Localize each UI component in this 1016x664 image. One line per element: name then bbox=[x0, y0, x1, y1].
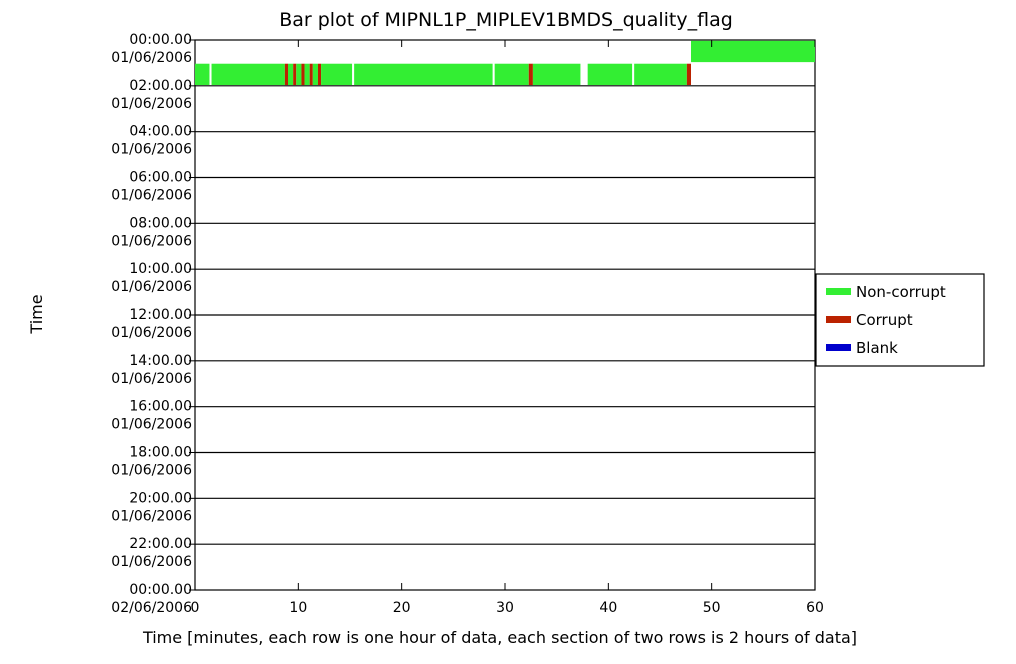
y-tick-date: 01/06/2006 bbox=[111, 325, 192, 341]
legend-swatch bbox=[826, 288, 851, 295]
bar-segment bbox=[195, 63, 210, 86]
chart-title: Bar plot of MIPNL1P_MIPLEV1BMDS_quality_… bbox=[279, 9, 733, 31]
bar-segment bbox=[321, 63, 353, 86]
y-tick-time: 08:00.00 bbox=[129, 215, 192, 231]
bar-segment bbox=[587, 63, 633, 86]
bar-segment bbox=[317, 63, 322, 86]
legend-label: Corrupt bbox=[856, 311, 913, 329]
y-tick-time: 14:00.00 bbox=[129, 353, 192, 369]
bar-segment bbox=[296, 63, 302, 86]
y-tick-date: 01/06/2006 bbox=[111, 233, 192, 249]
bar-segment bbox=[288, 63, 294, 86]
y-tick-date: 01/06/2006 bbox=[111, 50, 192, 66]
y-tick-date: 01/06/2006 bbox=[111, 371, 192, 387]
x-tick-label: 30 bbox=[496, 600, 514, 616]
y-tick-date: 01/06/2006 bbox=[111, 463, 192, 479]
bar-segment bbox=[686, 63, 691, 86]
bar-segment bbox=[634, 63, 687, 86]
bar-segment bbox=[691, 40, 815, 63]
y-axis-ticks: 00:00.00 01/06/2006 02:00.00 01/06/2006 04:0… bbox=[111, 32, 195, 616]
y-tick-date: 01/06/2006 bbox=[111, 96, 192, 112]
y-tick-time: 12:00.00 bbox=[129, 307, 192, 323]
legend-label: Blank bbox=[856, 339, 898, 357]
bar-segment bbox=[532, 63, 581, 86]
legend-label: Non-corrupt bbox=[856, 283, 946, 301]
y-tick-time: 22:00.00 bbox=[129, 536, 192, 552]
bar-segment bbox=[293, 63, 297, 86]
plot-area bbox=[194, 39, 816, 591]
x-axis-ticks: 0 10 20 30 40 50 60 bbox=[191, 40, 824, 616]
y-tick-time: 20:00.00 bbox=[129, 490, 192, 506]
bar-segment bbox=[304, 63, 310, 86]
y-tick-time: 04:00.00 bbox=[129, 124, 192, 140]
legend-swatch bbox=[826, 316, 851, 323]
x-tick-label: 10 bbox=[289, 600, 307, 616]
bar-segment bbox=[211, 63, 285, 86]
x-tick-label: 40 bbox=[599, 600, 617, 616]
bar-segment bbox=[528, 63, 533, 86]
bar-segment bbox=[309, 63, 313, 86]
bar-segment bbox=[312, 63, 318, 86]
y-tick-time: 06:00.00 bbox=[129, 170, 192, 186]
bar-segment bbox=[284, 63, 288, 86]
y-tick-date: 02/06/2006 bbox=[111, 600, 192, 616]
y-tick-time: 00:00.00 bbox=[129, 582, 192, 598]
legend: Non-corrupt Corrupt Blank bbox=[815, 273, 985, 367]
x-tick-label: 20 bbox=[393, 600, 411, 616]
bar-segment bbox=[354, 63, 493, 86]
legend-swatch bbox=[826, 344, 851, 351]
x-tick-label: 50 bbox=[703, 600, 721, 616]
y-tick-time: 10:00.00 bbox=[129, 261, 192, 277]
bar-segment bbox=[494, 63, 529, 86]
y-axis-label: Time bbox=[27, 294, 46, 334]
y-tick-date: 01/06/2006 bbox=[111, 188, 192, 204]
y-tick-time: 18:00.00 bbox=[129, 445, 192, 461]
y-tick-date: 01/06/2006 bbox=[111, 417, 192, 433]
y-tick-date: 01/06/2006 bbox=[111, 279, 192, 295]
y-tick-date: 01/06/2006 bbox=[111, 554, 192, 570]
y-tick-time: 02:00.00 bbox=[129, 78, 192, 94]
x-tick-label: 0 bbox=[191, 600, 200, 616]
bar-segment bbox=[301, 63, 305, 86]
y-tick-date: 01/06/2006 bbox=[111, 142, 192, 158]
x-tick-label: 60 bbox=[806, 600, 824, 616]
y-tick-time: 00:00.00 bbox=[129, 32, 192, 48]
y-tick-time: 16:00.00 bbox=[129, 399, 192, 415]
y-tick-date: 01/06/2006 bbox=[111, 508, 192, 524]
x-axis-label: Time [minutes, each row is one hour of d… bbox=[142, 628, 857, 647]
